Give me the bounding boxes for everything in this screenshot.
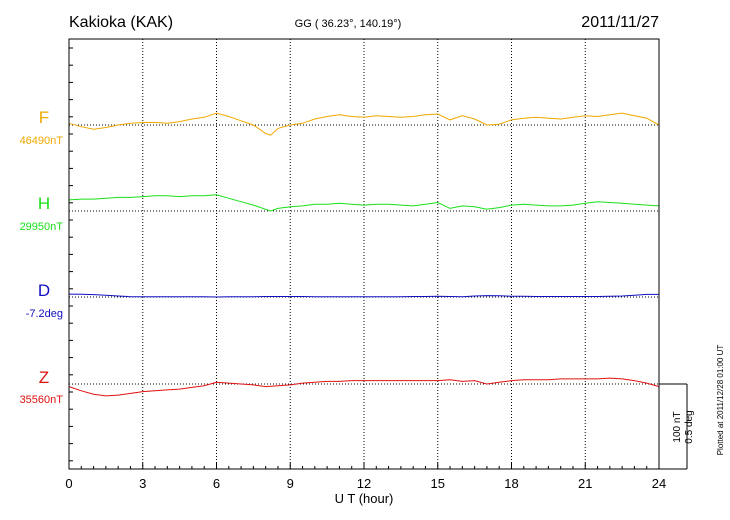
plot-grid	[69, 39, 659, 469]
plotted-at-note: Plotted at 2011/12/28 01:00 UT	[716, 345, 725, 456]
series-group	[68, 112, 660, 397]
series-d-line	[68, 293, 659, 298]
date-label: 2011/11/27	[581, 14, 659, 31]
x-tick-label: 21	[578, 476, 592, 491]
scale-bar: 100 nT 0.5 deg	[659, 383, 695, 470]
x-tick-label: 3	[139, 476, 146, 491]
baseline-value-h: 29950nT	[20, 221, 64, 233]
x-tick-label: 18	[504, 476, 518, 491]
scale-label-deg: 0.5 deg	[684, 410, 695, 443]
x-tick-label: 15	[431, 476, 445, 491]
baseline-value-d: -7.2deg	[26, 308, 63, 320]
component-z-label: Z	[39, 368, 49, 387]
x-tick-label: 12	[357, 476, 371, 491]
x-tick-label: 9	[287, 476, 294, 491]
x-axis-label: U T (hour)	[335, 491, 394, 506]
component-labels: F 46490nT H 29950nT D -7.2deg Z 35560nT	[20, 108, 64, 406]
baseline-value-f: 46490nT	[20, 135, 64, 147]
component-f-label: F	[39, 108, 49, 127]
series-f-line	[68, 112, 660, 136]
scale-label-nt: 100 nT	[672, 411, 683, 442]
component-h-label: H	[38, 194, 50, 213]
x-tick-label: 24	[652, 476, 666, 491]
series-h-line	[68, 194, 660, 212]
baseline-value-z: 35560nT	[20, 394, 64, 406]
station-title: Kakioka (KAK)	[69, 14, 173, 31]
x-axis: 0 3 6 9 12 15 18 21 24	[65, 463, 666, 491]
plot-frame	[68, 38, 660, 470]
x-tick-label: 6	[213, 476, 220, 491]
coordinates-label: GG ( 36.23°, 140.19°)	[295, 18, 402, 30]
x-tick-label: 0	[65, 476, 72, 491]
component-d-label: D	[38, 281, 50, 300]
series-z-line	[68, 377, 660, 397]
